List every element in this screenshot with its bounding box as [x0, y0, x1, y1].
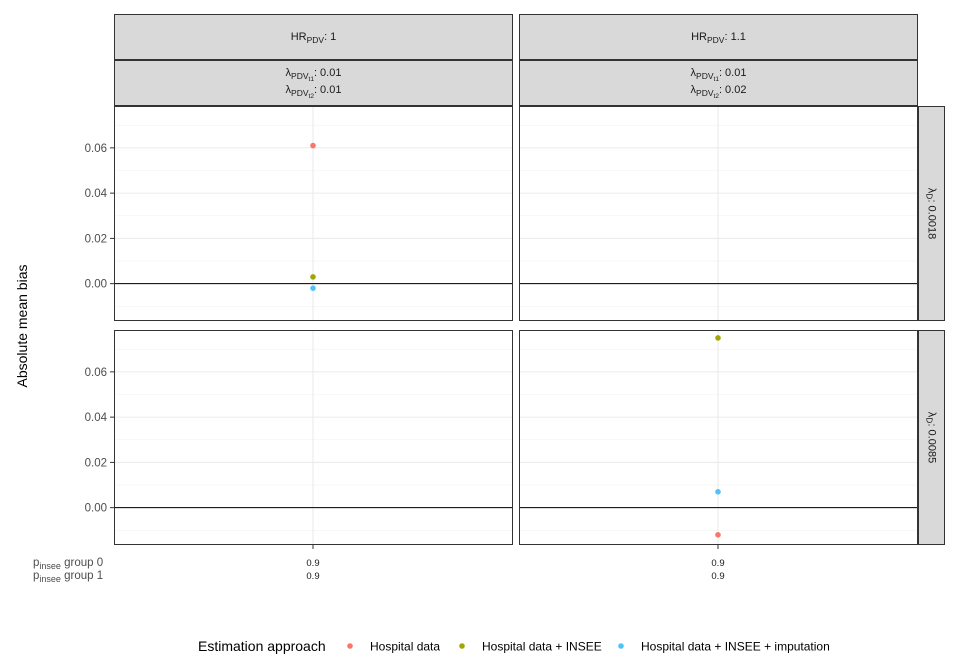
row-strip-1: λD: 0.0085	[918, 330, 945, 545]
legend-key	[618, 643, 624, 649]
strip-box	[519, 14, 918, 60]
panel-r0-c0	[114, 106, 513, 321]
y-tick-label: 0.06	[85, 367, 107, 379]
legend: Estimation approach Hospital data Hospital…	[198, 638, 830, 654]
y-tick-label: 0.00	[85, 279, 107, 291]
point-2-r0-c0	[310, 285, 316, 291]
x-tick-label: 0.9	[711, 571, 724, 582]
x-table-row-label: pinsee group 0	[33, 557, 103, 571]
point-0-r0-c0	[310, 142, 316, 149]
strip-hr-label: HRPDV: 1.1	[691, 31, 746, 45]
y-tick-label: 0.06	[85, 143, 107, 155]
x-tick-label: 0.9	[711, 558, 724, 569]
legend-key	[459, 643, 465, 649]
strip-box	[114, 14, 513, 60]
strip-lambda-t1-label: λPDVt1: 0.01	[286, 67, 342, 83]
strip-box	[918, 106, 945, 321]
point-0-r1-c1	[715, 532, 721, 538]
y-tick-label: 0.02	[85, 457, 107, 469]
legend-key	[347, 643, 353, 649]
panel-r1-c1	[519, 330, 918, 545]
row-strip-0: λD: 0.0018	[918, 106, 945, 321]
panel-border	[114, 330, 513, 545]
point-1-r0-c0	[310, 274, 316, 280]
x-table-row-label: pinsee group 1	[33, 570, 103, 584]
y-tick-label: 0.00	[85, 503, 107, 515]
legend-label: Hospital data + INSEE + imputation	[641, 640, 830, 654]
panel-r1-c0	[114, 330, 513, 545]
y-tick-label: 0.04	[85, 188, 108, 200]
y-axis-title: Absolute mean bias	[14, 265, 30, 388]
strip-lambda-t1-label: λPDVt1: 0.01	[691, 67, 747, 83]
strip-box	[918, 330, 945, 545]
y-tick-label: 0.04	[85, 412, 108, 424]
strip-lambda-t2-label: λPDVt2: 0.01	[286, 84, 342, 100]
strip-box	[114, 60, 513, 106]
panel-r0-c1	[519, 106, 918, 321]
strip-lambda-d-label: λD: 0.0085	[924, 412, 937, 463]
strip-lambda-d-label: λD: 0.0018	[924, 188, 937, 239]
panel-border	[519, 330, 918, 545]
x-tick-label: 0.9	[306, 558, 319, 569]
point-1-r1-c1	[715, 335, 721, 341]
legend-title: Estimation approach	[198, 638, 326, 654]
panel-border	[114, 106, 513, 321]
y-tick-label: 0.02	[85, 233, 107, 245]
panel-border	[519, 106, 918, 321]
strip-lambda-t2-label: λPDVt2: 0.02	[691, 84, 747, 100]
point-2-r1-c1	[715, 489, 721, 495]
strip-hr-label: HRPDV: 1	[291, 31, 337, 45]
x-tick-label: 0.9	[306, 571, 319, 582]
legend-label: Hospital data	[370, 640, 440, 654]
legend-label: Hospital data + INSEE	[482, 640, 602, 654]
strip-box	[519, 60, 918, 106]
